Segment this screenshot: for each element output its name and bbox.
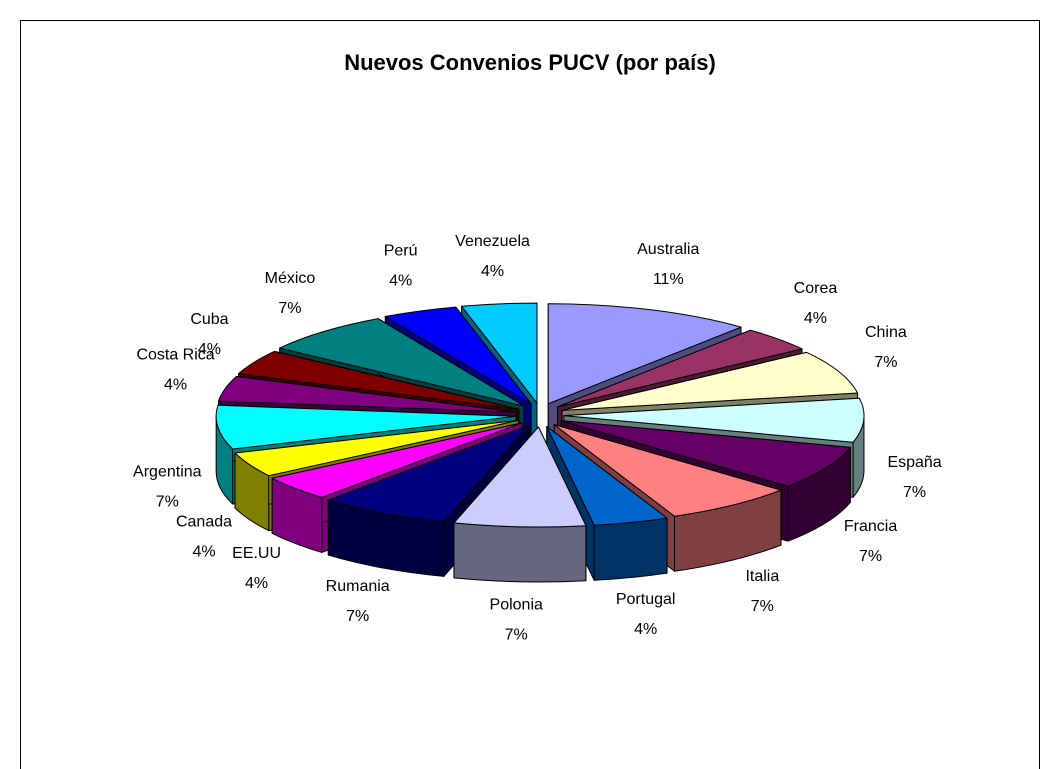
slice (453, 426, 587, 528)
slice-value-label: 11% (653, 271, 684, 288)
slice-label: Canada (176, 514, 232, 531)
slice-label: Argentina (133, 464, 202, 481)
labels: Australia 11% Corea 4% China 7% España 7% Franci… (133, 233, 942, 643)
slice (563, 397, 865, 443)
slice-value-label: 4% (198, 341, 221, 358)
slice-label: Polonia (490, 597, 543, 614)
slice-label: Portugal (616, 591, 676, 608)
slice-label: Francia (844, 518, 897, 535)
slice-label: Australia (637, 241, 699, 258)
slice (215, 404, 517, 450)
slice-value-label: 4% (164, 377, 187, 394)
slice-value-label: 4% (192, 544, 215, 561)
slice (561, 351, 859, 411)
slice-value-label: 7% (859, 548, 882, 565)
slice-label: Perú (384, 243, 418, 260)
slice (546, 426, 668, 526)
pie (215, 302, 865, 583)
slice (557, 329, 803, 408)
slice (218, 375, 518, 413)
slice-wall (593, 517, 668, 581)
slice-value-label: 4% (389, 273, 412, 290)
slice (327, 424, 529, 522)
chart-title: Nuevos Convenios PUCV (por país) (344, 50, 716, 75)
slice (461, 302, 538, 404)
slice-label: China (865, 324, 907, 341)
slice-value-label: 7% (874, 354, 897, 371)
slice (547, 303, 742, 405)
slice-label: España (887, 454, 941, 471)
slice-value-label: 4% (804, 310, 827, 327)
slice (238, 350, 520, 410)
slice-label: Rumania (326, 578, 390, 595)
slice (384, 306, 532, 405)
slice-label: Venezuela (455, 233, 530, 250)
slice-label: Corea (794, 280, 838, 297)
slice-wall (453, 522, 587, 583)
slice-label: Italia (745, 568, 779, 585)
slice-label: EE.UU (232, 545, 281, 562)
slice-value-label: 4% (245, 575, 268, 592)
slice-label: México (265, 270, 316, 287)
slice-value-label: 4% (481, 263, 504, 280)
slice (279, 318, 525, 407)
slice-value-label: 7% (346, 608, 369, 625)
slice-value-label: 7% (156, 494, 179, 511)
slice-label: Costa Rica (136, 347, 214, 364)
slice (553, 424, 782, 517)
slice-value-label: 7% (278, 300, 301, 317)
slice-value-label: 7% (903, 484, 926, 501)
slice (234, 419, 519, 477)
slice-label: Cuba (190, 311, 228, 328)
slice (560, 420, 851, 487)
slice-value-label: 7% (751, 598, 774, 615)
slice (271, 422, 523, 498)
slice-value-label: 7% (505, 627, 528, 644)
slice-value-label: 4% (634, 621, 657, 638)
